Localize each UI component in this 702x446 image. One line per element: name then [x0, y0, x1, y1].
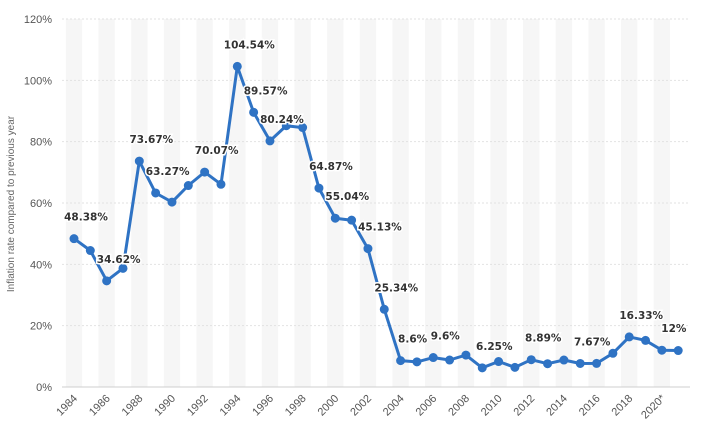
data-point [330, 213, 340, 223]
x-tick-label: 2016 [577, 393, 603, 419]
data-point [379, 304, 389, 314]
data-label: 89.57% [244, 85, 288, 97]
data-label: 48.38% [64, 212, 108, 224]
data-point [592, 358, 602, 368]
year-band [392, 19, 409, 387]
year-band [621, 19, 638, 387]
data-point [445, 355, 455, 365]
data-point [396, 356, 406, 366]
data-point [526, 355, 536, 365]
data-labels: 48.38% 34.62% 73.67% 63.27% 70.07% 104.54% 89.… [63, 38, 689, 354]
year-band [588, 19, 605, 387]
x-tick-label: 2006 [414, 393, 440, 419]
x-tick-label: 2002 [348, 393, 374, 419]
year-band [261, 19, 279, 387]
data-label: 25.34% [374, 282, 418, 294]
x-axis: 1984 1986 1988 1990 1992 1994 1996 1998 2000 2002… [54, 392, 668, 421]
x-tick-label: 2012 [512, 393, 538, 419]
data-point [232, 61, 242, 71]
data-point [575, 358, 585, 368]
x-tick-label: 2020* [639, 392, 668, 421]
year-band [196, 19, 213, 387]
data-point [543, 359, 553, 369]
x-tick-label: 1994 [218, 393, 244, 419]
data-point [69, 234, 79, 244]
data-point [641, 335, 651, 345]
data-label: 63.27% [146, 166, 190, 178]
horizontal-gridlines [62, 18, 690, 388]
year-band [653, 19, 671, 387]
data-label: 8.6% [398, 334, 428, 346]
x-tick-label: 1998 [283, 393, 309, 419]
series-inflation-rate [69, 61, 683, 373]
x-tick-label: 1984 [54, 393, 80, 419]
data-point [363, 244, 373, 254]
y-tick-label: 120% [24, 14, 52, 26]
data-point [151, 188, 161, 198]
data-point [249, 107, 259, 117]
data-point [200, 167, 210, 177]
x-tick-label: 1992 [185, 393, 211, 419]
data-point [183, 181, 193, 191]
data-point [102, 276, 112, 286]
data-point [134, 156, 144, 166]
data-label: 104.54% [224, 39, 276, 51]
data-label: 34.62% [97, 254, 141, 266]
data-point [167, 197, 177, 207]
year-band [229, 19, 246, 387]
y-tick-label: 60% [30, 198, 52, 210]
x-tick-label: 1988 [120, 393, 146, 419]
data-label: 70.07% [195, 145, 239, 157]
x-tick-label: 1996 [250, 393, 276, 419]
data-point [608, 348, 618, 358]
data-label: 9.6% [431, 331, 461, 343]
data-point [477, 363, 487, 373]
y-axis: 0% 20% 40% 60% 80% 100% 120% [24, 14, 52, 394]
year-band [457, 19, 475, 387]
x-tick-label: 2010 [479, 393, 505, 419]
x-tick-label: 2004 [381, 393, 407, 419]
x-tick-label: 2008 [446, 393, 472, 419]
y-tick-label: 0% [36, 382, 52, 394]
data-point [510, 362, 520, 372]
x-tick-label: 1990 [152, 393, 178, 419]
data-label: 73.67% [129, 134, 173, 146]
data-point [624, 332, 634, 342]
data-label: 12% [661, 323, 687, 335]
y-tick-label: 40% [30, 259, 52, 271]
y-tick-label: 100% [24, 75, 52, 87]
data-label: 55.04% [325, 191, 369, 203]
data-point [428, 353, 438, 363]
data-point [559, 355, 569, 365]
data-point [673, 346, 683, 356]
data-point [347, 215, 357, 225]
data-point [657, 345, 667, 355]
x-tick-label: 1986 [87, 393, 113, 419]
y-axis-title: Inflation rate compared to previous year [6, 115, 17, 292]
data-label: 7.67% [574, 336, 611, 348]
data-point [85, 246, 95, 256]
x-tick-label: 2014 [544, 393, 570, 419]
data-point [494, 357, 504, 367]
data-point [118, 263, 128, 273]
data-point [461, 350, 471, 360]
x-tick-label: 2018 [610, 393, 636, 419]
y-tick-label: 80% [30, 137, 52, 149]
year-band [425, 19, 442, 387]
x-tick-label: 2000 [316, 393, 342, 419]
data-point [314, 183, 324, 193]
data-point [298, 123, 308, 133]
data-label: 45.13% [358, 222, 402, 234]
data-label: 6.25% [476, 341, 513, 353]
data-point [412, 357, 422, 367]
data-point [265, 136, 275, 146]
data-point [216, 179, 226, 189]
data-label: 8.89% [525, 333, 562, 345]
data-label: 16.33% [619, 310, 663, 322]
data-point [281, 121, 291, 131]
data-label: 64.87% [309, 161, 353, 173]
y-tick-label: 20% [30, 321, 52, 333]
data-label: 80.24% [260, 114, 304, 126]
